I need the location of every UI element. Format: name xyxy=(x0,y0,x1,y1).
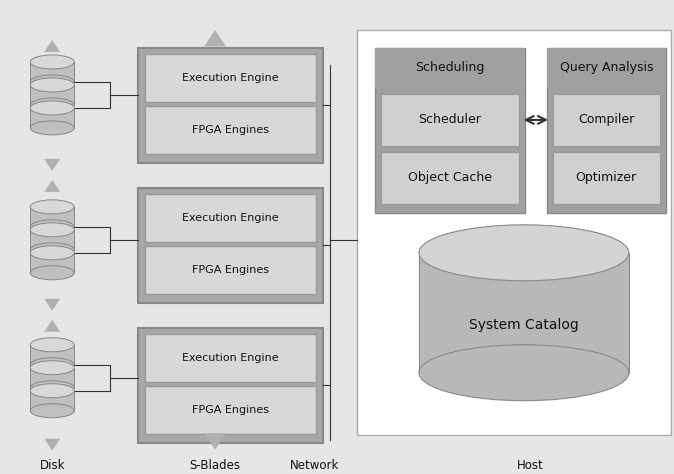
Bar xyxy=(145,334,316,382)
Ellipse shape xyxy=(30,223,74,237)
Bar xyxy=(381,94,519,146)
Text: Execution Engine: Execution Engine xyxy=(182,73,279,83)
Ellipse shape xyxy=(30,55,74,69)
Bar xyxy=(138,48,323,163)
Polygon shape xyxy=(44,438,60,451)
Text: Query Analysis: Query Analysis xyxy=(559,62,653,74)
Ellipse shape xyxy=(30,266,74,280)
Bar xyxy=(547,48,666,88)
Polygon shape xyxy=(44,299,60,311)
Text: Disk: Disk xyxy=(40,459,65,472)
Polygon shape xyxy=(44,159,60,171)
Ellipse shape xyxy=(30,98,74,112)
Text: Optimizer: Optimizer xyxy=(576,172,637,184)
Text: Scheduling: Scheduling xyxy=(415,62,485,74)
Bar xyxy=(553,152,660,204)
Bar xyxy=(375,48,525,88)
Bar xyxy=(30,253,74,273)
Ellipse shape xyxy=(30,220,74,234)
Bar xyxy=(30,230,74,250)
Bar xyxy=(145,106,316,154)
Ellipse shape xyxy=(30,78,74,92)
Ellipse shape xyxy=(30,101,74,115)
Bar xyxy=(145,386,316,434)
Bar xyxy=(138,188,323,303)
Polygon shape xyxy=(44,180,60,192)
Bar xyxy=(138,328,323,443)
Text: System Catalog: System Catalog xyxy=(469,318,579,332)
Bar xyxy=(30,207,74,227)
Polygon shape xyxy=(204,433,226,450)
Text: FPGA Engines: FPGA Engines xyxy=(192,265,269,275)
Text: Execution Engine: Execution Engine xyxy=(182,353,279,363)
Ellipse shape xyxy=(30,384,74,398)
Bar xyxy=(30,108,74,128)
Bar xyxy=(30,368,74,388)
Text: S-Blades: S-Blades xyxy=(189,459,241,472)
Bar xyxy=(375,48,525,213)
Text: Compiler: Compiler xyxy=(578,113,634,127)
Text: Host: Host xyxy=(516,459,543,472)
Bar xyxy=(145,54,316,102)
Ellipse shape xyxy=(30,243,74,257)
Bar xyxy=(145,246,316,294)
Ellipse shape xyxy=(30,404,74,418)
Bar xyxy=(357,30,671,435)
Bar xyxy=(30,62,74,82)
Ellipse shape xyxy=(30,200,74,214)
Text: Scheduler: Scheduler xyxy=(419,113,481,127)
Bar xyxy=(553,94,660,146)
Text: FPGA Engines: FPGA Engines xyxy=(192,125,269,135)
Ellipse shape xyxy=(30,338,74,352)
Bar xyxy=(381,152,519,204)
Ellipse shape xyxy=(419,345,629,401)
Text: Network: Network xyxy=(290,459,340,472)
Text: Object Cache: Object Cache xyxy=(408,172,492,184)
Ellipse shape xyxy=(30,246,74,260)
Bar xyxy=(30,345,74,365)
Bar xyxy=(30,85,74,105)
Bar xyxy=(547,48,666,213)
Polygon shape xyxy=(44,320,60,332)
Text: Execution Engine: Execution Engine xyxy=(182,213,279,223)
Polygon shape xyxy=(204,30,226,46)
Ellipse shape xyxy=(30,358,74,372)
Bar xyxy=(30,391,74,410)
Polygon shape xyxy=(44,40,60,52)
Ellipse shape xyxy=(30,75,74,89)
Bar xyxy=(419,253,629,373)
Bar xyxy=(145,194,316,242)
Ellipse shape xyxy=(419,225,629,281)
Text: FPGA Engines: FPGA Engines xyxy=(192,405,269,415)
Ellipse shape xyxy=(30,121,74,135)
Ellipse shape xyxy=(30,361,74,375)
Ellipse shape xyxy=(30,381,74,395)
